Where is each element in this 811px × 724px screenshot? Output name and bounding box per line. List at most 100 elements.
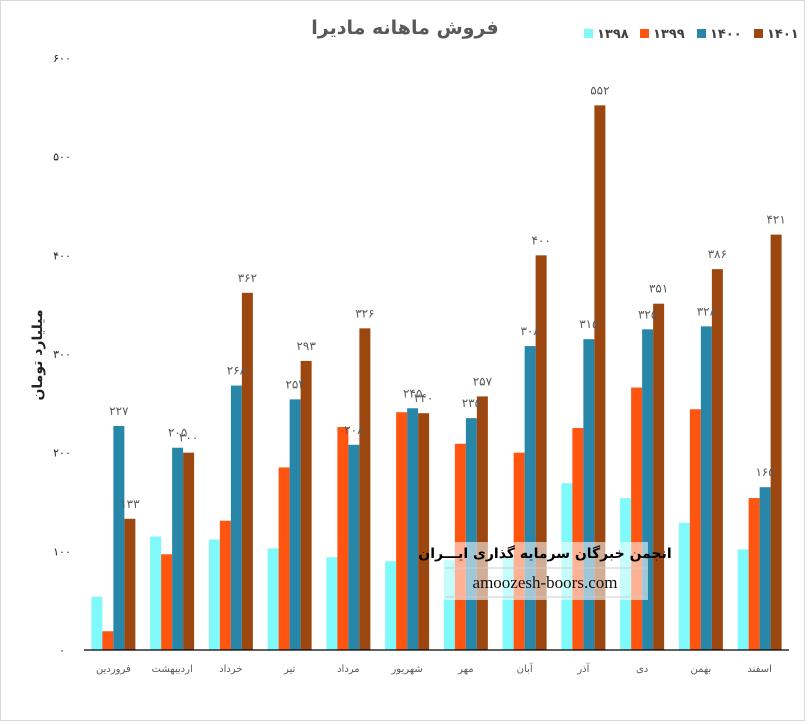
x-tick-label: آذر (576, 662, 590, 675)
bar-۱۴۰۱-شهریور (418, 413, 430, 650)
bar-۱۴۰۰-خرداد (230, 385, 242, 650)
y-tick-label: ۲۰۰ (53, 447, 71, 460)
data-label: ۲۴۰ (414, 391, 433, 405)
data-label: ۳۸۶ (708, 247, 727, 261)
watermark-url: amoozesh-boors.com (473, 573, 618, 592)
legend-label: ۱۳۹۹ (653, 27, 685, 42)
x-tick-label: آبان (517, 662, 534, 675)
legend-swatch (754, 29, 763, 38)
bar-۱۳۹۸-اسفند (737, 549, 749, 650)
data-label: ۴۲۱ (766, 213, 785, 227)
bar-۱۳۹۸-تیر (267, 548, 279, 650)
bar-۱۳۹۸-اردیبهشت (150, 536, 162, 650)
legend-item-۱۳۹۸[interactable]: ۱۳۹۸ (584, 27, 629, 42)
y-tick-label: ۳۰۰ (53, 348, 71, 361)
bar-۱۴۰۱-مهر (476, 396, 488, 650)
bar-۱۴۰۰-بهمن (700, 326, 712, 650)
bar-۱۴۰۱-آبان (535, 255, 547, 651)
bar-۱۳۹۸-خرداد (208, 539, 220, 650)
bar-۱۳۹۸-بهمن (678, 522, 690, 650)
x-tick-label: مرداد (337, 664, 360, 675)
bar-۱۴۰۰-تیر (289, 399, 301, 650)
data-label: ۲۰۵ (168, 426, 187, 440)
data-label: ۳۰۸ (520, 324, 540, 338)
data-label: ۲۹۳ (296, 339, 316, 353)
bar-۱۴۰۰-شهریور (407, 408, 419, 650)
bar-۱۳۹۹-خرداد (219, 520, 231, 650)
bar-۱۳۹۹-تیر (278, 467, 290, 650)
data-label: ۳۵۱ (649, 282, 668, 296)
x-tick-label: اسفند (747, 664, 771, 675)
bar-۱۳۹۹-مرداد (337, 427, 349, 650)
bars (91, 105, 782, 651)
y-axis: ۰ ۱۰۰ ۲۰۰ ۳۰۰ ۴۰۰ ۵۰۰ ۶۰۰ (53, 52, 71, 657)
bar-۱۳۹۸-شهریور (385, 561, 397, 650)
x-axis: فروردین اردیبهشت خرداد تیر مرداد شهریور مهر آبا… (96, 662, 772, 675)
watermark: انجمن خبرگان سرمایه گذاری ایـــران amooz… (418, 542, 672, 600)
bar-۱۳۹۹-دی (631, 387, 643, 650)
data-label: ۲۰۸ (344, 423, 364, 437)
data-label: ۴۰۰ (531, 233, 550, 247)
data-label: ۲۰۰ (179, 431, 198, 445)
bar-۱۳۹۹-بهمن (689, 409, 701, 650)
bar-۱۳۹۸-مرداد (326, 557, 338, 650)
data-label: ۲۲۷ (109, 404, 129, 418)
bar-۱۴۰۱-تیر (300, 360, 312, 650)
bar-۱۴۰۰-آبان (524, 346, 536, 650)
bar-۱۴۰۱-اسفند (770, 234, 782, 650)
legend-label: ۱۴۰۱ (767, 27, 799, 42)
legend-item-۱۴۰۱[interactable]: ۱۴۰۱ (754, 27, 799, 42)
legend-item-۱۴۰۰[interactable]: ۱۴۰۰ (697, 27, 742, 42)
bar-۱۴۰۰-اردیبهشت (172, 447, 184, 650)
bar-۱۴۰۱-اردیبهشت (183, 452, 195, 650)
y-tick-label: ۶۰۰ (53, 52, 71, 65)
data-label: ۱۳۳ (120, 497, 140, 511)
bar-۱۳۹۹-اردیبهشت (161, 554, 173, 650)
x-tick-label: بهمن (690, 664, 711, 675)
x-tick-label: تیر (283, 664, 296, 675)
data-label: ۱۶۵ (755, 465, 774, 479)
y-tick-label: ۱۰۰ (53, 545, 71, 558)
legend-swatch (697, 29, 706, 38)
bar-۱۴۰۰-فروردین (113, 426, 125, 650)
legend-swatch (640, 29, 649, 38)
data-label: ۵۵۲ (590, 83, 609, 97)
x-tick-label: مهر (457, 664, 473, 675)
y-tick-label: ۴۰۰ (53, 249, 71, 262)
bar-۱۳۹۹-آذر (572, 428, 584, 650)
bar-۱۴۰۱-فروردین (124, 518, 136, 650)
bar-۱۳۹۹-فروردین (102, 631, 114, 650)
bar-۱۳۹۸-مهر (443, 560, 455, 650)
x-tick-label: شهریور (390, 664, 422, 675)
legend-item-۱۳۹۹[interactable]: ۱۳۹۹ (640, 27, 685, 42)
bar-۱۴۰۰-مرداد (348, 444, 360, 650)
bar-۱۳۹۹-اسفند (748, 498, 760, 650)
data-label: ۲۵۴ (285, 377, 304, 391)
data-label: ۲۵۷ (473, 374, 493, 388)
watermark-title: انجمن خبرگان سرمایه گذاری ایـــران (418, 545, 671, 562)
bar-۱۴۰۱-مرداد (359, 328, 371, 650)
data-label: ۲۶۸ (227, 364, 247, 378)
data-label: ۳۱۵ (579, 317, 598, 331)
bar-۱۳۹۹-شهریور (396, 412, 408, 650)
x-tick-label: خرداد (219, 664, 242, 675)
legend: ۱۳۹۸ ۱۳۹۹ ۱۴۰۰ ۱۴۰۱ (584, 27, 799, 42)
bar-۱۴۰۰-مهر (465, 418, 477, 650)
legend-label: ۱۳۹۸ (597, 27, 629, 42)
bar-۱۴۰۱-خرداد (241, 292, 253, 650)
legend-swatch (584, 29, 593, 38)
y-tick-label: ۰ (59, 644, 65, 657)
bar-۱۳۹۸-آبان (502, 557, 514, 650)
bar-۱۴۰۱-دی (653, 303, 665, 650)
bar-۱۴۰۱-بهمن (711, 269, 723, 650)
chart-title: فروش ماهانه مادیرا (311, 17, 499, 39)
x-tick-label: اردیبهشت (152, 664, 193, 675)
data-label: ۲۳۵ (462, 396, 481, 410)
bar-۱۳۹۸-فروردین (91, 596, 103, 650)
x-tick-label: فروردین (96, 664, 131, 675)
data-label: ۳۲۵ (638, 307, 657, 321)
bar-۱۴۰۱-آذر (594, 105, 606, 651)
y-axis-title: میلیارد تومان (30, 309, 46, 400)
